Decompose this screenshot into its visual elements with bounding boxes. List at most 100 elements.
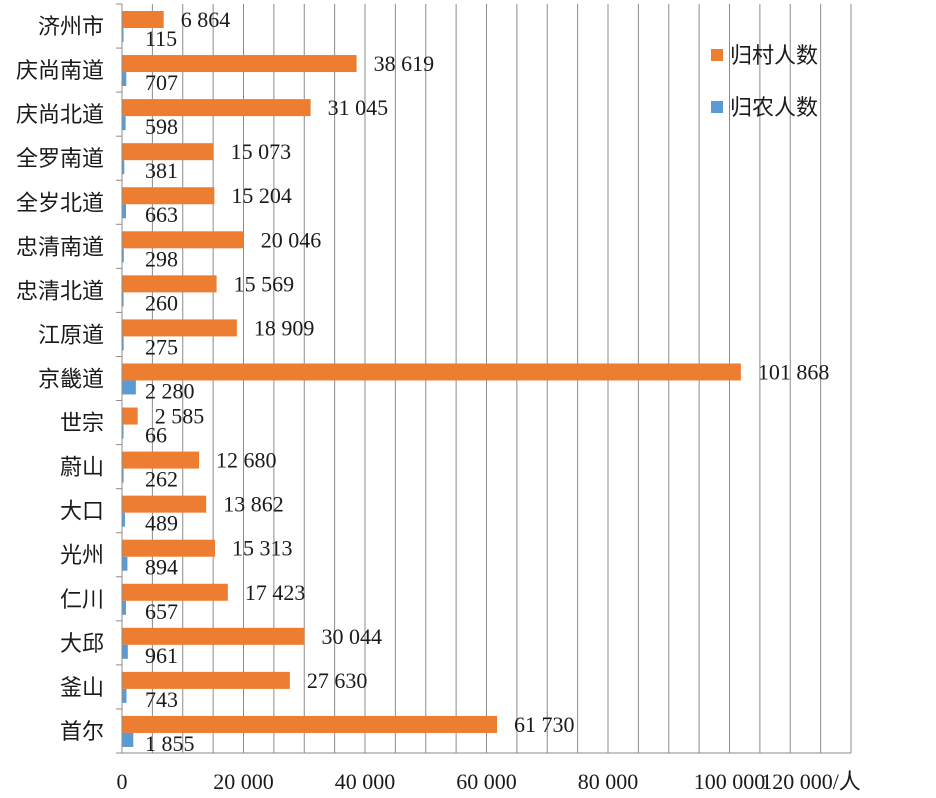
legend-swatch-farm <box>711 101 723 113</box>
data-label-farm: 115 <box>145 26 177 51</box>
bar-village <box>122 55 357 73</box>
category-label: 大邱 <box>60 632 104 657</box>
category-label: 蔚山 <box>60 456 104 481</box>
data-label-farm: 262 <box>145 467 178 492</box>
x-tick-label: 20 000 <box>213 769 274 794</box>
bar-village <box>122 187 215 205</box>
bar-farm <box>122 556 128 571</box>
bar-village <box>122 319 237 337</box>
bar-farm <box>122 72 127 87</box>
category-label: 江原道 <box>38 323 104 348</box>
bar-farm <box>122 644 128 659</box>
legend-label-farm: 归农人数 <box>730 96 818 121</box>
data-label-farm: 489 <box>145 511 178 536</box>
data-label-farm: 1 855 <box>145 731 195 756</box>
legend: 归村人数 归农人数 <box>711 44 818 121</box>
data-label-village: 61 730 <box>514 712 575 737</box>
category-label: 大口 <box>60 500 104 525</box>
data-label-farm: 743 <box>145 687 178 712</box>
axes <box>116 3 851 754</box>
bar-village <box>122 99 311 117</box>
legend-label-village: 归村人数 <box>730 44 818 69</box>
x-tick-label: 40 000 <box>335 769 396 794</box>
bar-farm <box>122 468 124 483</box>
data-label-farm: 598 <box>145 114 178 139</box>
category-label: 济州市 <box>38 15 104 40</box>
data-label-farm: 298 <box>145 246 178 271</box>
data-label-farm: 381 <box>145 158 178 183</box>
data-label-farm: 894 <box>145 555 178 580</box>
category-label: 首尔 <box>60 720 104 745</box>
bar-village <box>122 451 200 469</box>
data-label-farm: 66 <box>145 423 167 448</box>
bar-farm <box>122 160 125 175</box>
data-label-farm: 663 <box>145 202 178 227</box>
category-label: 京畿道 <box>38 368 104 393</box>
category-label: 仁川 <box>60 588 104 613</box>
bar-farm <box>122 512 125 527</box>
bar-farm <box>122 600 126 615</box>
x-tick-label: 80 000 <box>578 769 639 794</box>
category-label: 光州 <box>60 544 104 569</box>
bar-farm <box>122 248 124 263</box>
data-label-farm: 275 <box>145 334 178 359</box>
bar-village <box>122 495 207 513</box>
data-label-village: 2 585 <box>155 404 205 429</box>
data-label-village: 38 619 <box>374 51 435 76</box>
x-tick-label: 120 000/人 <box>761 769 861 794</box>
data-label-village: 20 046 <box>261 227 322 252</box>
legend-swatch-village <box>711 49 723 61</box>
x-tick-label: 60 000 <box>456 769 517 794</box>
category-label: 全岁北道 <box>16 191 104 216</box>
bar-village <box>122 407 138 425</box>
bar-village <box>122 715 498 733</box>
category-label: 忠清北道 <box>16 279 104 304</box>
data-label-village: 30 044 <box>322 624 383 649</box>
bar-village <box>122 583 228 601</box>
bars <box>122 11 741 747</box>
category-label: 忠清南道 <box>16 235 104 260</box>
x-tick-label: 0 <box>117 769 128 794</box>
bar-village <box>122 143 214 161</box>
bar-farm <box>122 424 124 439</box>
bar-village <box>122 11 164 28</box>
data-label-village: 27 630 <box>307 668 368 693</box>
data-label-village: 101 868 <box>758 359 830 384</box>
bar-farm <box>122 688 127 703</box>
bar-farm <box>122 28 124 42</box>
x-tick-label: 100 000 <box>694 769 766 794</box>
bar-village <box>122 231 244 249</box>
bar-village <box>122 275 217 293</box>
bar-village <box>122 627 305 645</box>
data-label-farm: 961 <box>145 643 178 668</box>
data-label-village: 12 680 <box>216 448 277 473</box>
category-label: 全罗南道 <box>16 147 104 172</box>
bar-farm <box>122 204 127 219</box>
bar-farm <box>122 292 124 307</box>
data-label-farm: 657 <box>145 599 178 624</box>
data-label-village: 15 569 <box>234 271 294 296</box>
category-label: 庆尚南道 <box>16 59 104 84</box>
bar-village <box>122 539 216 557</box>
data-label-village: 17 423 <box>245 580 306 605</box>
bar-village <box>122 363 741 381</box>
bar-village <box>122 671 290 689</box>
data-label-village: 15 073 <box>231 139 292 164</box>
bar-farm <box>122 336 124 351</box>
data-label-village: 6 864 <box>181 7 231 32</box>
data-label-village: 18 909 <box>254 315 315 340</box>
data-label-village: 13 862 <box>223 492 284 517</box>
data-label-village: 15 313 <box>232 536 293 561</box>
data-label-village: 15 204 <box>231 183 292 208</box>
data-label-farm: 2 280 <box>145 378 195 403</box>
category-label: 釜山 <box>60 676 104 701</box>
category-label: 世宗 <box>60 412 104 437</box>
data-label-farm: 260 <box>145 290 178 315</box>
category-label: 庆尚北道 <box>16 103 104 128</box>
data-label-village: 31 045 <box>328 95 389 120</box>
bar-farm <box>122 116 126 131</box>
bar-farm <box>122 380 136 395</box>
bar-farm <box>122 732 134 747</box>
